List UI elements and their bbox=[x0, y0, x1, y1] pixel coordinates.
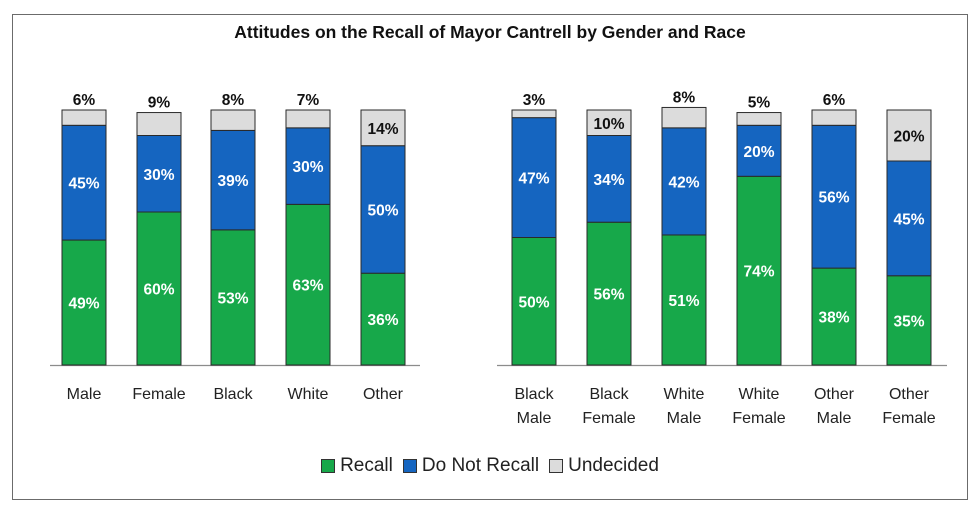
data-label: 6% bbox=[73, 92, 96, 109]
data-label: 20% bbox=[893, 129, 924, 146]
bar-segment-undecided bbox=[736, 112, 782, 126]
data-label: 45% bbox=[893, 211, 924, 228]
data-label: 7% bbox=[297, 92, 320, 109]
data-label: 5% bbox=[748, 95, 771, 112]
data-label: 42% bbox=[668, 174, 699, 191]
bar-segment-recall bbox=[360, 272, 406, 366]
bar-segment-recall bbox=[61, 239, 107, 366]
data-label: 8% bbox=[673, 89, 696, 106]
category-label: Female bbox=[882, 410, 935, 427]
category-label: Black bbox=[589, 386, 629, 403]
bar-segment-do-not-recall bbox=[661, 127, 707, 236]
bar-segment-recall bbox=[136, 211, 182, 366]
bar-segment-undecided bbox=[811, 109, 857, 126]
legend-item-do-not-recall: Do Not Recall bbox=[402, 455, 540, 477]
bar-segment-recall bbox=[511, 237, 557, 366]
chart-title: Attitudes on the Recall of Mayor Cantrel… bbox=[234, 22, 746, 42]
category-label: Other bbox=[363, 386, 404, 403]
legend-swatch bbox=[549, 459, 564, 473]
data-label: 6% bbox=[823, 92, 846, 109]
category-label: Black bbox=[514, 386, 554, 403]
bar-segment-do-not-recall bbox=[511, 117, 557, 238]
category-label: Female bbox=[582, 410, 635, 427]
bar-segment-undecided bbox=[360, 109, 406, 147]
data-label: 14% bbox=[367, 121, 398, 138]
category-label: Female bbox=[732, 410, 785, 427]
category-label: Male bbox=[67, 386, 102, 403]
bar-segment-recall bbox=[661, 234, 707, 366]
bar-segment-do-not-recall bbox=[360, 145, 406, 274]
legend-swatch bbox=[321, 459, 336, 473]
data-label: 3% bbox=[523, 92, 546, 109]
legend-label: Do Not Recall bbox=[421, 455, 540, 476]
data-label: 50% bbox=[367, 202, 398, 219]
category-label: Male bbox=[667, 410, 702, 427]
legend-item-undecided: Undecided bbox=[549, 455, 659, 477]
category-label: Male bbox=[817, 410, 852, 427]
bar-segment-undecided bbox=[61, 109, 107, 126]
data-label: 50% bbox=[518, 294, 549, 311]
data-label: 36% bbox=[367, 312, 398, 329]
category-label: White bbox=[288, 386, 329, 403]
data-label: 30% bbox=[292, 159, 323, 176]
bar-segment-undecided bbox=[285, 109, 331, 129]
category-label: Other bbox=[814, 386, 855, 403]
bar-segment-undecided bbox=[511, 109, 557, 119]
category-label: Female bbox=[132, 386, 185, 403]
bar-segment-do-not-recall bbox=[285, 127, 331, 205]
data-label: 56% bbox=[593, 287, 624, 304]
category-label: Black bbox=[213, 386, 253, 403]
category-label: Other bbox=[889, 386, 930, 403]
legend-label: Recall bbox=[340, 455, 393, 476]
bar-segment-undecided bbox=[586, 109, 632, 136]
bar-segment-do-not-recall bbox=[61, 124, 107, 241]
bar-segment-undecided bbox=[886, 109, 932, 162]
data-label: 51% bbox=[668, 293, 699, 310]
bar-segment-do-not-recall bbox=[886, 160, 932, 277]
bar-segment-undecided bbox=[661, 106, 707, 129]
data-label: 47% bbox=[518, 171, 549, 188]
category-label: White bbox=[664, 386, 705, 403]
legend-label: Undecided bbox=[568, 455, 659, 476]
data-label: 53% bbox=[217, 290, 248, 307]
data-label: 8% bbox=[222, 92, 245, 109]
data-label: 20% bbox=[743, 144, 774, 161]
data-label: 60% bbox=[143, 282, 174, 299]
data-label: 34% bbox=[593, 172, 624, 189]
category-label: White bbox=[739, 386, 780, 403]
bar-segment-undecided bbox=[210, 109, 256, 131]
data-label: 35% bbox=[893, 313, 924, 330]
data-label: 74% bbox=[743, 264, 774, 281]
bar-segment-undecided bbox=[136, 112, 182, 137]
legend-swatch bbox=[402, 459, 417, 473]
legend-item-recall: Recall bbox=[321, 455, 393, 477]
bar-segment-do-not-recall bbox=[736, 124, 782, 177]
data-label: 38% bbox=[818, 310, 849, 327]
data-label: 49% bbox=[68, 296, 99, 313]
bar-segment-do-not-recall bbox=[136, 135, 182, 213]
category-label: Male bbox=[517, 410, 552, 427]
data-label: 39% bbox=[217, 173, 248, 190]
bar-segment-recall bbox=[886, 275, 932, 366]
data-label: 45% bbox=[68, 176, 99, 193]
data-label: 56% bbox=[818, 190, 849, 207]
bar-segment-recall bbox=[736, 175, 782, 366]
legend: Recall Do Not Recall Undecided bbox=[0, 455, 980, 477]
bar-segment-recall bbox=[210, 229, 256, 366]
bar-segment-recall bbox=[811, 267, 857, 366]
data-label: 63% bbox=[292, 278, 323, 295]
data-label: 30% bbox=[143, 167, 174, 184]
data-label: 9% bbox=[148, 95, 171, 112]
data-label: 10% bbox=[593, 116, 624, 133]
